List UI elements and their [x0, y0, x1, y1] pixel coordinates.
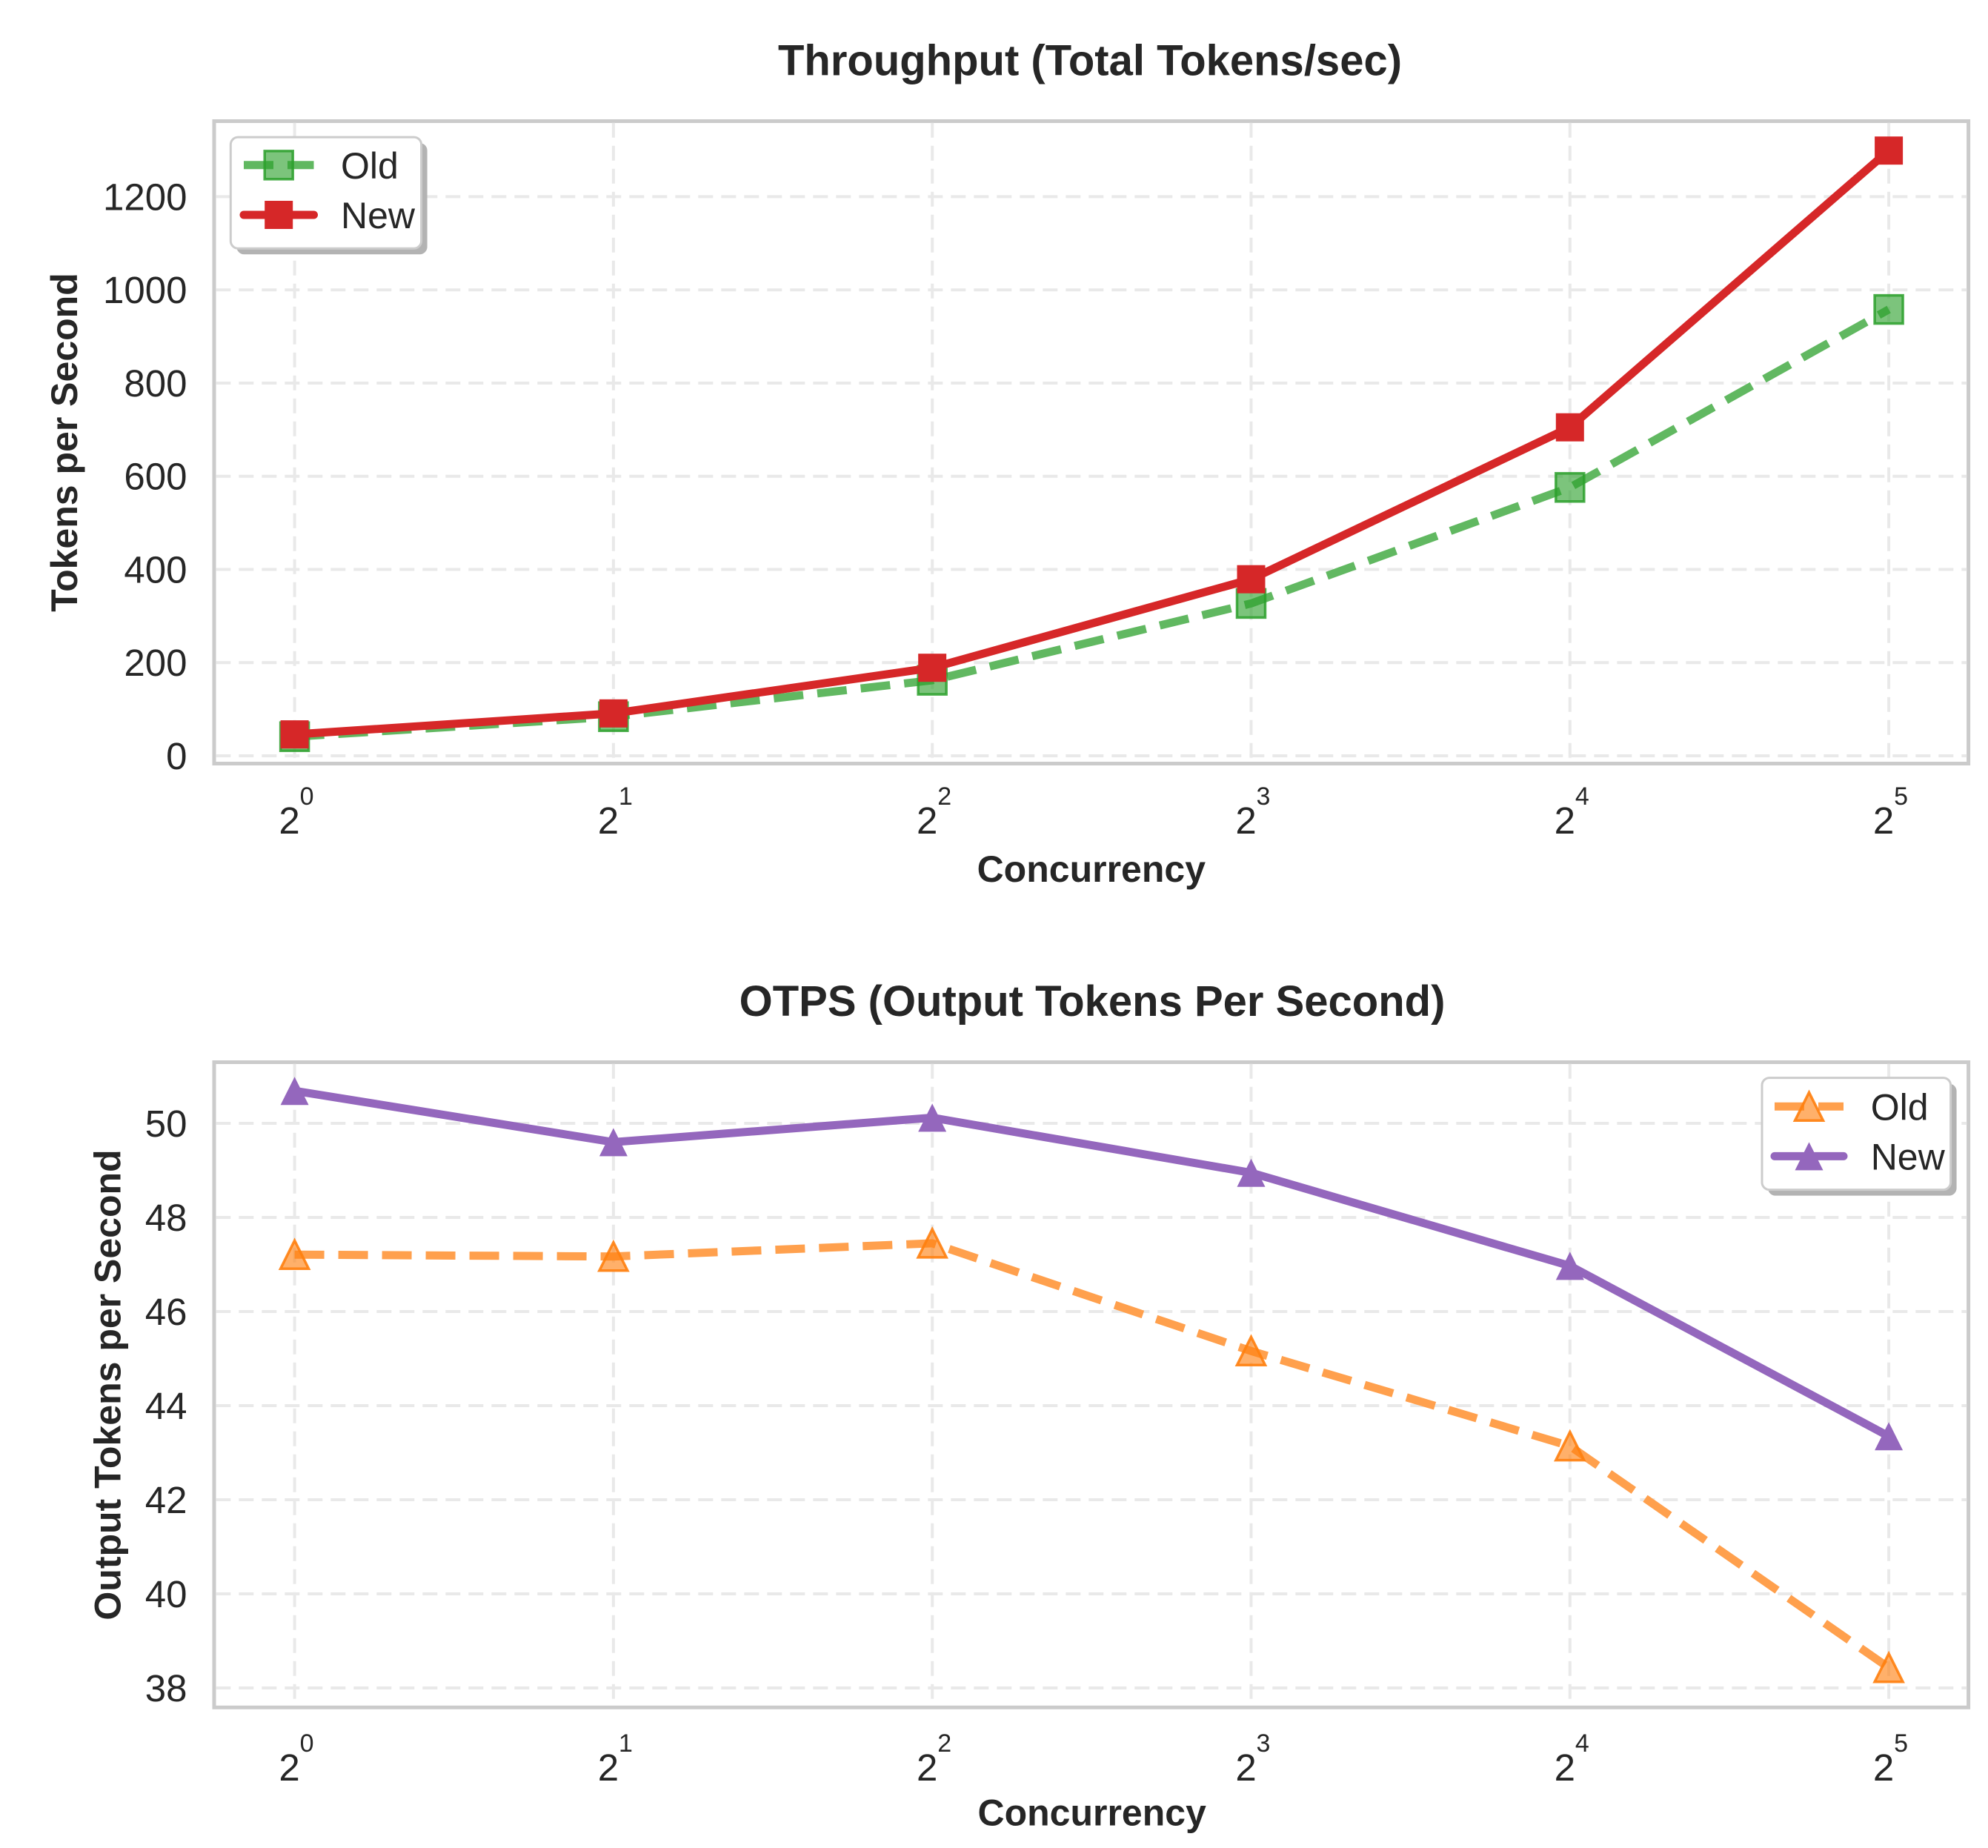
svg-text:48: 48 — [145, 1197, 187, 1239]
svg-text:0: 0 — [300, 782, 314, 811]
svg-text:600: 600 — [124, 456, 187, 498]
svg-text:1: 1 — [619, 782, 633, 811]
svg-text:4: 4 — [1575, 1729, 1589, 1758]
svg-text:2: 2 — [937, 1729, 951, 1758]
svg-text:2: 2 — [598, 1746, 619, 1789]
svg-text:2: 2 — [1235, 1746, 1256, 1789]
svg-text:Concurrency: Concurrency — [977, 848, 1206, 890]
svg-text:Output Tokens per Second: Output Tokens per Second — [87, 1149, 129, 1620]
svg-text:Throughput (Total Tokens/sec): Throughput (Total Tokens/sec) — [778, 37, 1402, 85]
svg-text:2: 2 — [1555, 800, 1575, 842]
svg-text:800: 800 — [124, 362, 187, 405]
svg-text:0: 0 — [300, 1729, 314, 1758]
svg-text:2: 2 — [917, 1746, 937, 1789]
svg-text:Concurrency: Concurrency — [977, 1792, 1206, 1833]
svg-text:Old: Old — [1871, 1086, 1929, 1128]
svg-text:38: 38 — [145, 1667, 187, 1709]
svg-text:5: 5 — [1894, 1729, 1908, 1758]
svg-text:1200: 1200 — [103, 176, 187, 218]
svg-text:4: 4 — [1575, 782, 1589, 811]
svg-text:40: 40 — [145, 1573, 187, 1615]
svg-text:1000: 1000 — [103, 269, 187, 311]
svg-text:0: 0 — [166, 735, 187, 777]
svg-text:400: 400 — [124, 549, 187, 591]
svg-text:200: 200 — [124, 642, 187, 684]
svg-text:Old: Old — [341, 145, 399, 187]
svg-text:44: 44 — [145, 1385, 187, 1427]
svg-text:2: 2 — [598, 800, 619, 842]
svg-text:1: 1 — [619, 1729, 633, 1758]
svg-text:2: 2 — [917, 800, 937, 842]
svg-text:42: 42 — [145, 1479, 187, 1521]
svg-text:2: 2 — [937, 782, 951, 811]
svg-text:Tokens per Second: Tokens per Second — [44, 273, 85, 612]
svg-text:OTPS (Output Tokens Per Second: OTPS (Output Tokens Per Second) — [739, 977, 1446, 1026]
svg-text:New: New — [1871, 1136, 1946, 1177]
svg-text:46: 46 — [145, 1291, 187, 1333]
svg-text:2: 2 — [1873, 800, 1894, 842]
svg-text:3: 3 — [1257, 782, 1271, 811]
svg-text:2: 2 — [279, 800, 299, 842]
svg-text:3: 3 — [1257, 1729, 1271, 1758]
svg-text:2: 2 — [279, 1746, 299, 1789]
svg-text:New: New — [341, 195, 416, 236]
svg-text:2: 2 — [1235, 800, 1256, 842]
svg-text:5: 5 — [1894, 782, 1908, 811]
svg-text:50: 50 — [145, 1103, 187, 1145]
svg-text:2: 2 — [1555, 1746, 1575, 1789]
svg-text:2: 2 — [1873, 1746, 1894, 1789]
